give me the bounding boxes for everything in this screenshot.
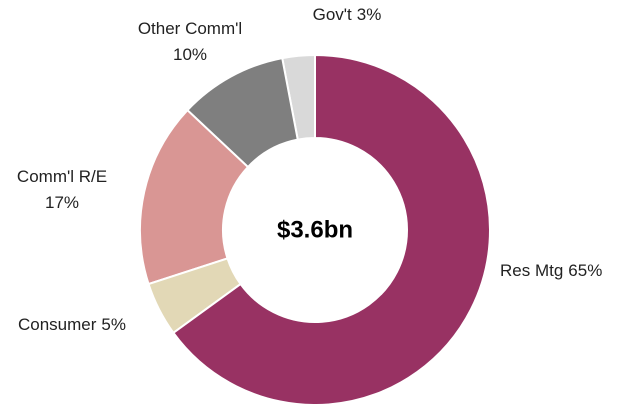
category-name: Consumer (18, 315, 97, 334)
value-label: 3% (357, 5, 382, 24)
slice-label: Other Comm'l 10% (138, 19, 242, 64)
slice-label: Consumer 5% (18, 315, 126, 334)
center-label: $3.6bn (277, 216, 353, 243)
value-label: 17% (45, 193, 79, 212)
category-name: Res Mtg (500, 261, 563, 280)
category-name: Comm'l R/E (17, 167, 107, 186)
slice-label: Gov't 3% (313, 5, 382, 24)
donut-slice (147, 257, 242, 335)
category-name: Other Comm'l (138, 19, 242, 38)
slice-label: Res Mtg 65% (500, 261, 602, 280)
value-label: 65% (568, 261, 602, 280)
donut-slice (139, 108, 250, 286)
slice-label: Comm'l R/E 17% (17, 167, 107, 212)
category-name: Gov't (313, 5, 352, 24)
donut-slice (172, 53, 491, 404)
value-label: 10% (173, 45, 207, 64)
donut-slice (186, 56, 299, 169)
value-label: 5% (101, 315, 126, 334)
